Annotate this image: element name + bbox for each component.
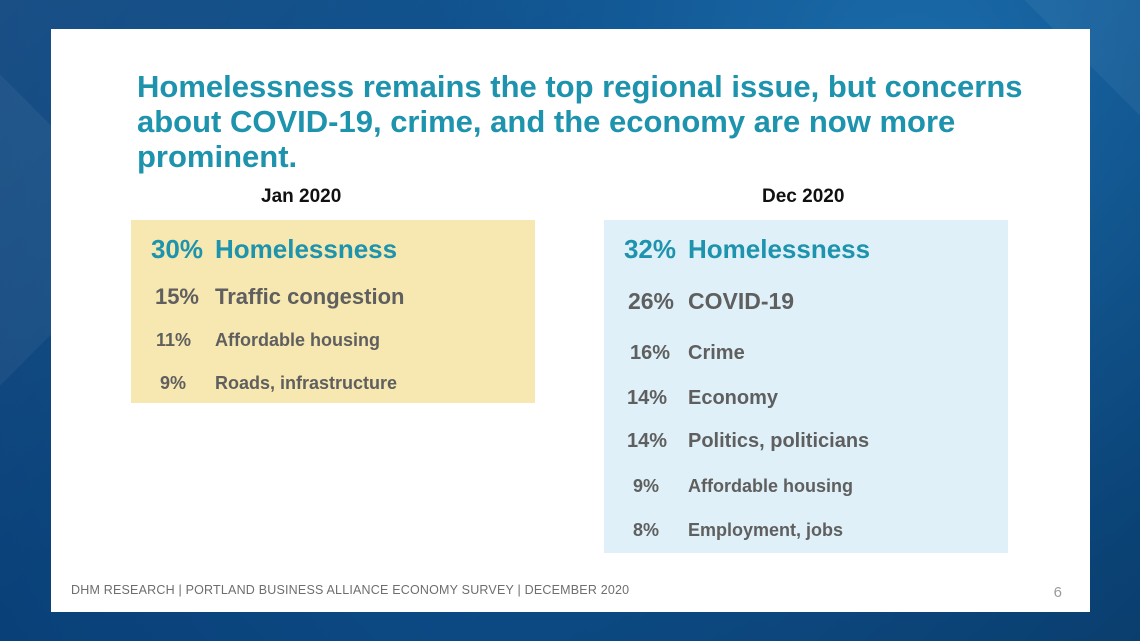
jan-panel: 30% Homelessness 15% Traffic congestion … [131, 220, 535, 403]
list-item: 8% Employment, jobs [604, 520, 1008, 541]
item-percent: 26% [627, 288, 674, 314]
item-label: Homelessness [215, 234, 398, 264]
list-item: 32% Homelessness [604, 234, 1008, 265]
item-percent: 30% [150, 234, 203, 264]
item-label: Economy [688, 387, 779, 409]
dec-heading: Dec 2020 [762, 186, 845, 207]
slide: Homelessness remains the top regional is… [51, 29, 1090, 612]
list-item: 9% Roads, infrastructure [131, 373, 535, 394]
item-percent: 9% [632, 476, 659, 496]
item-percent: 14% [626, 387, 667, 409]
item-percent: 8% [632, 520, 659, 540]
item-label: COVID-19 [688, 288, 795, 314]
list-item: 14% Economy [604, 387, 1008, 410]
list-item: 26% COVID-19 [604, 288, 1008, 315]
item-percent: 16% [629, 342, 670, 364]
list-item: 11% Affordable housing [131, 330, 535, 351]
slide-title: Homelessness remains the top regional is… [137, 69, 1023, 174]
item-label: Affordable housing [215, 330, 380, 350]
list-item: 14% Politics, politicians [604, 430, 1008, 453]
list-item: 9% Affordable housing [604, 476, 1008, 497]
item-label: Affordable housing [688, 476, 853, 496]
item-label: Homelessness [688, 234, 871, 264]
list-item: 15% Traffic congestion [131, 284, 535, 310]
item-percent: 14% [626, 430, 667, 452]
item-label: Crime [688, 342, 745, 364]
list-item: 16% Crime [604, 342, 1008, 365]
item-percent: 11% [155, 330, 191, 350]
item-percent: 32% [623, 234, 676, 264]
dec-panel: 32% Homelessness 26% COVID-19 16% Crime … [604, 220, 1008, 553]
item-label: Traffic congestion [215, 284, 405, 309]
item-percent: 15% [154, 284, 199, 309]
page-number: 6 [1053, 584, 1062, 601]
item-percent: 9% [159, 373, 186, 393]
slide-footer: DHM RESEARCH | PORTLAND BUSINESS ALLIANC… [71, 583, 630, 597]
item-label: Roads, infrastructure [215, 373, 398, 393]
item-label: Employment, jobs [688, 520, 844, 540]
item-label: Politics, politicians [688, 430, 870, 452]
jan-heading: Jan 2020 [261, 186, 342, 207]
list-item: 30% Homelessness [131, 234, 535, 265]
